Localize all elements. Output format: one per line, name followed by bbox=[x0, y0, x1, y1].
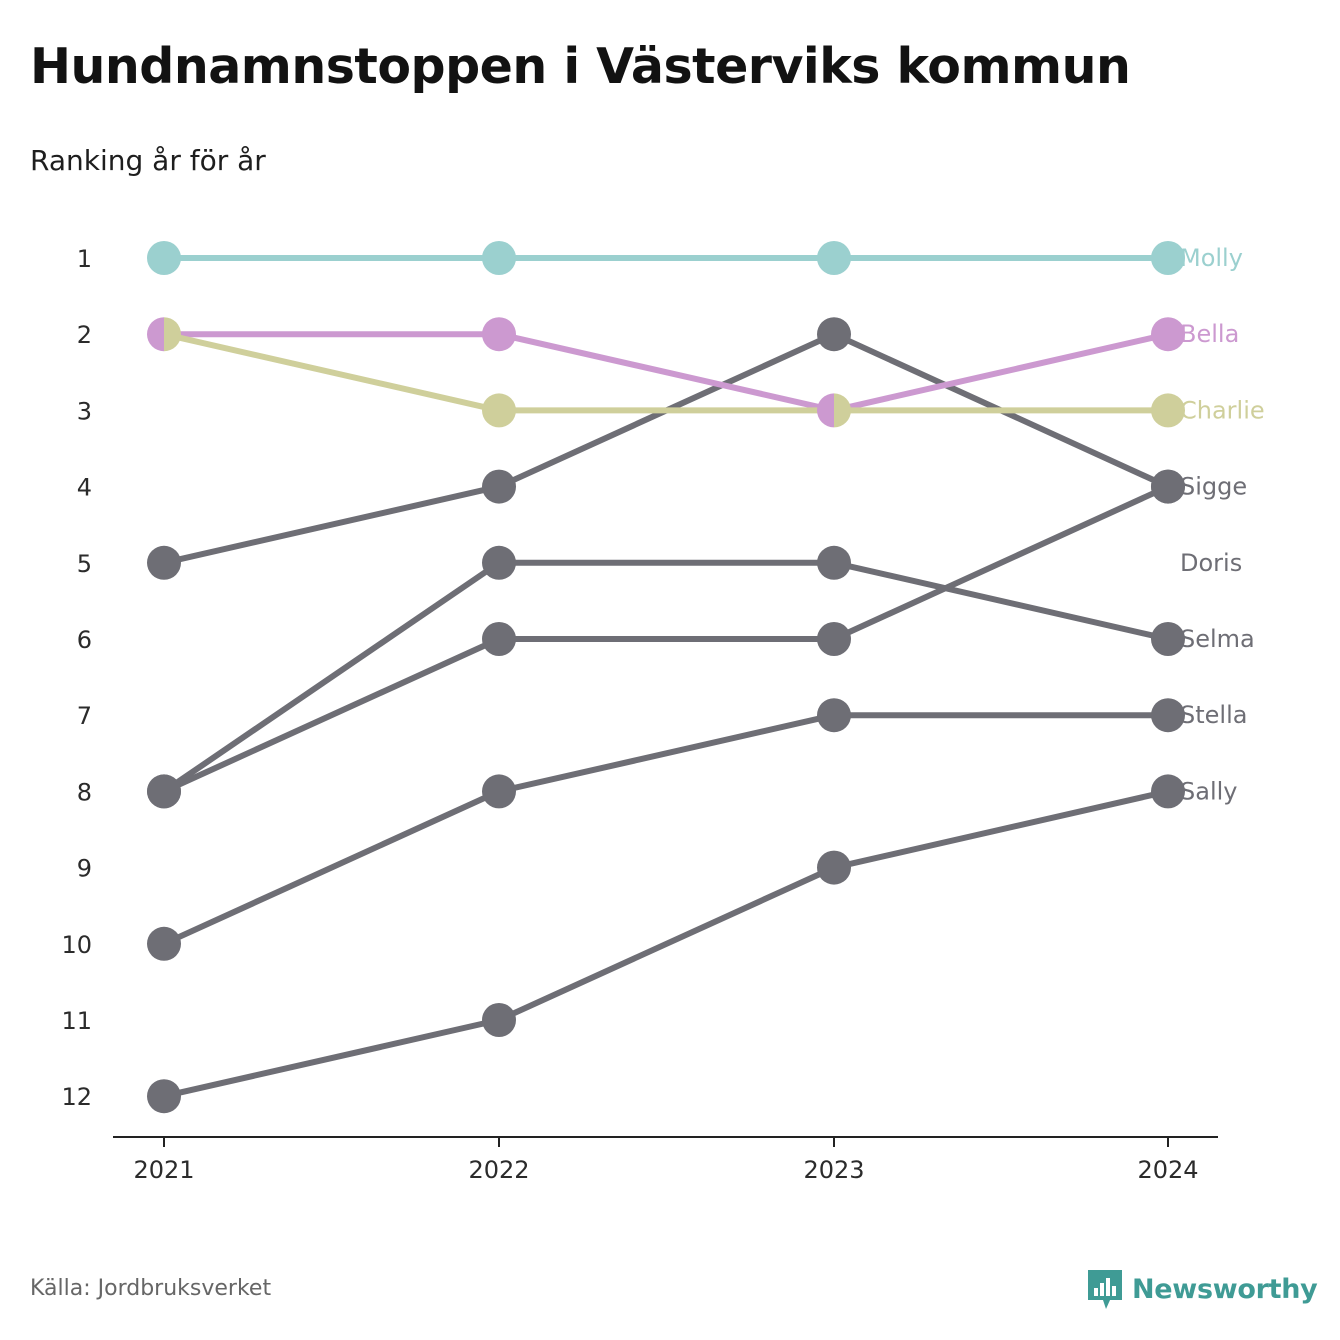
newsworthy-logo-icon bbox=[1088, 1270, 1122, 1309]
point-sigge-2022 bbox=[482, 469, 516, 504]
y-tick-9: 9 bbox=[77, 855, 92, 883]
point-half-charlie-2021 bbox=[164, 317, 181, 352]
point-stella-2024 bbox=[1151, 698, 1185, 733]
y-tick-12: 12 bbox=[61, 1083, 92, 1111]
y-tick-3: 3 bbox=[77, 397, 92, 425]
point-stella-2023 bbox=[817, 698, 851, 733]
point-doris-2022 bbox=[482, 622, 516, 656]
x-tick-2021: 2021 bbox=[133, 1156, 194, 1184]
point-sally-2023 bbox=[817, 850, 851, 885]
end-label-sigge: Sigge bbox=[1180, 473, 1247, 501]
point-stella-2021 bbox=[147, 926, 181, 961]
point-molly-2022 bbox=[482, 241, 516, 275]
point-molly-2023 bbox=[817, 241, 851, 275]
y-tick-1: 1 bbox=[77, 245, 92, 273]
point-molly-2024 bbox=[1151, 241, 1185, 275]
point-charlie-2022 bbox=[482, 393, 516, 428]
point-bella-2022 bbox=[482, 317, 516, 352]
end-label-molly: Molly bbox=[1180, 244, 1243, 272]
brand-logo[interactable]: Newsworthy bbox=[1088, 1268, 1318, 1310]
point-bella-2021 bbox=[147, 317, 181, 352]
point-sally-2024 bbox=[1151, 774, 1185, 809]
point-stella-2022 bbox=[482, 774, 516, 809]
end-label-stella: Stella bbox=[1180, 701, 1247, 729]
series-line-bella bbox=[161, 331, 1171, 414]
series-line-charlie bbox=[161, 331, 1171, 414]
point-sally-2021 bbox=[147, 1079, 181, 1114]
y-tick-5: 5 bbox=[77, 550, 92, 578]
point-sally-2022 bbox=[482, 1003, 516, 1037]
point-sigge-2023 bbox=[817, 317, 851, 352]
x-tick-2022: 2022 bbox=[468, 1156, 529, 1184]
series-lines bbox=[161, 255, 1171, 1100]
point-selma-2024 bbox=[1151, 622, 1185, 656]
y-tick-7: 7 bbox=[77, 702, 92, 730]
chart-subtitle: Ranking år för år bbox=[30, 144, 266, 177]
point-bella-2024 bbox=[1151, 317, 1185, 352]
end-label-bella: Bella bbox=[1180, 320, 1239, 348]
series-line-sally bbox=[161, 788, 1171, 1100]
point-selma-2021 bbox=[147, 774, 181, 809]
end-label-doris: Doris bbox=[1180, 549, 1242, 577]
point-selma-2022 bbox=[482, 545, 516, 580]
y-tick-4: 4 bbox=[77, 474, 92, 502]
x-axis: 2021 2022 2023 2024 bbox=[113, 1136, 1218, 1184]
x-tick-2023: 2023 bbox=[803, 1156, 864, 1184]
point-selma-2023 bbox=[817, 545, 851, 580]
x-tick-2024: 2024 bbox=[1137, 1156, 1198, 1184]
series-line-doris bbox=[161, 483, 1171, 795]
end-label-selma: Selma bbox=[1180, 625, 1255, 653]
series-line-selma bbox=[161, 559, 1171, 795]
end-label-sally: Sally bbox=[1180, 777, 1237, 805]
bump-chart: Molly Bella Charlie Sigge Doris Selma Stella Sa… bbox=[61, 241, 1265, 1184]
series-line-stella bbox=[161, 712, 1171, 947]
point-half-bella-2023 bbox=[817, 393, 834, 428]
point-half-bella-2021 bbox=[147, 317, 164, 352]
y-tick-10: 10 bbox=[61, 931, 92, 959]
y-tick-8: 8 bbox=[77, 778, 92, 806]
point-molly-2021 bbox=[147, 241, 181, 275]
point-doris-2023 bbox=[817, 622, 851, 656]
y-tick-6: 6 bbox=[77, 626, 92, 654]
brand-name: Newsworthy bbox=[1132, 1273, 1318, 1305]
point-bella-2023 bbox=[817, 393, 851, 428]
chart-title: Hundnamnstoppen i Västerviks kommun bbox=[30, 38, 1131, 95]
point-sigge-2021 bbox=[147, 545, 181, 580]
point-charlie-2024 bbox=[1151, 393, 1185, 428]
y-tick-2: 2 bbox=[77, 321, 92, 349]
source-note: Källa: Jordbruksverket bbox=[30, 1276, 272, 1301]
point-half-charlie-2023 bbox=[834, 393, 851, 428]
series-points bbox=[147, 241, 1185, 1114]
point-doris-2024 bbox=[1151, 469, 1185, 504]
end-labels: Molly Bella Charlie Sigge Doris Selma Stella Sa… bbox=[1180, 244, 1265, 805]
y-tick-11: 11 bbox=[61, 1007, 92, 1035]
end-label-charlie: Charlie bbox=[1180, 396, 1265, 424]
